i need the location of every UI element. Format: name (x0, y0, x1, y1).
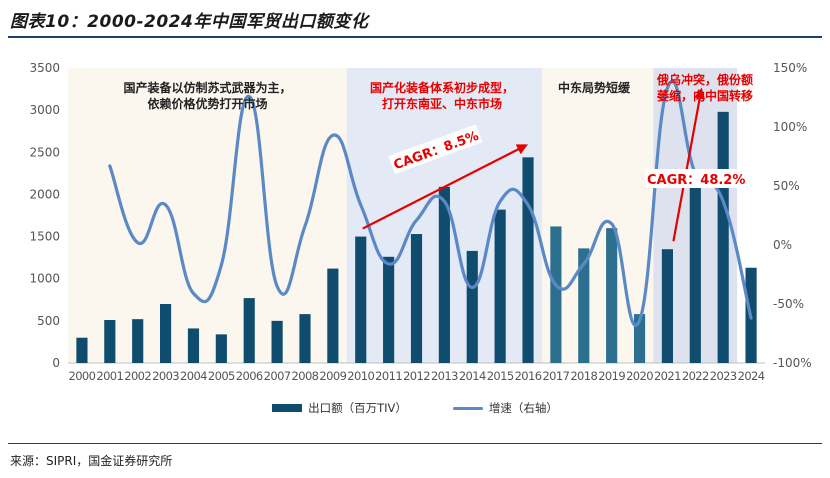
cagr-label-2021-2023: CAGR：48.2% (645, 169, 748, 188)
right-axis-tick-label: -50% (773, 297, 804, 311)
bar-2000 (76, 337, 88, 363)
legend-bar-swatch (272, 404, 303, 412)
right-axis-tick-label: 150% (773, 61, 807, 75)
x-axis-tick-label: 2024 (738, 369, 765, 383)
x-axis-tick-label: 2014 (459, 369, 486, 383)
region-label-line: 国产化装备体系初步成型， (369, 81, 514, 95)
cagr-arrow-2010-2016 (362, 144, 528, 230)
bar-series (76, 111, 757, 363)
cagr-arrow-2021-2023 (672, 87, 706, 242)
bar-2018 (578, 248, 590, 363)
x-axis-tick-label: 2021 (654, 369, 681, 383)
legend-line-swatch (452, 406, 483, 410)
x-axis-tick-label: 2003 (152, 369, 179, 383)
bar-2017 (550, 226, 562, 363)
region-background (68, 68, 347, 363)
bar-2002 (132, 319, 144, 363)
x-axis-tick-label: 2008 (292, 369, 319, 383)
right-axis-tick-label: 100% (773, 120, 807, 134)
x-axis-tick-label: 2005 (208, 369, 235, 383)
x-axis-tick-label: 2019 (598, 369, 625, 383)
x-axis-tick-label: 2013 (431, 369, 458, 383)
bar-2023 (717, 111, 729, 363)
bar-2012 (410, 234, 423, 363)
x-axis-tick-label: 2017 (542, 369, 569, 383)
left-axis-tick-label: 2500 (29, 145, 60, 159)
source-divider (8, 443, 822, 444)
left-axis-tick-label: 3000 (29, 103, 60, 117)
bar-2014 (466, 250, 478, 363)
region-label-domestic: 国产化装备体系初步成型， 打开东南亚、中东市场 (346, 80, 538, 112)
x-axis-tick-label: 2022 (682, 369, 709, 383)
bar-2010 (355, 236, 367, 363)
x-axis-tick-label: 2009 (319, 369, 346, 383)
region-label-line: 萎缩，向中国转移 (656, 89, 753, 103)
bar-2021 (661, 249, 673, 363)
bar-2019 (606, 228, 618, 363)
chart-legend: 出口额（百万TIV） 增速（右轴） (0, 400, 830, 416)
x-axis-tick-label: 2010 (347, 369, 374, 383)
x-axis-tick-label: 2007 (264, 369, 291, 383)
right-axis-tick-label: -100% (773, 356, 812, 370)
bar-2005 (215, 334, 227, 363)
left-axis-tick-label: 1000 (29, 272, 60, 286)
bar-2004 (187, 328, 200, 363)
x-axis-tick-label: 2015 (487, 369, 514, 383)
growth-line (108, 79, 753, 327)
bar-2020 (633, 314, 646, 363)
bar-2013 (438, 186, 450, 363)
x-axis-tick-label: 2012 (403, 369, 430, 383)
right-axis-tick-label: 0% (773, 238, 792, 252)
bar-2015 (494, 209, 506, 363)
x-axis-tick-label: 2001 (96, 369, 123, 383)
bar-2006 (243, 298, 255, 363)
bar-2008 (299, 314, 311, 363)
left-axis-tick-label: 1500 (29, 230, 60, 244)
legend-item-bar: 出口额（百万TIV） (272, 400, 407, 416)
bar-2009 (327, 268, 339, 363)
chart-canvas: 0 500 1000 1500 2000 2500 3000 3500 -100% -50% 0% 5… (29, 61, 811, 383)
x-axis-tick-label: 2004 (180, 369, 207, 383)
x-axis-tick-label: 2000 (69, 369, 96, 383)
region-label-line: 打开东南亚、中东市场 (381, 97, 502, 111)
region-label-imitation: 国产装备以仿制苏式武器为主， 依赖价格优势打开市场 (70, 80, 345, 112)
source-note: 来源：SIPRI，国金证券研究所 (10, 454, 173, 468)
region-label-line: 依赖价格优势打开市场 (147, 97, 268, 111)
left-axis-tick-label: 3500 (29, 61, 60, 75)
bar-2007 (271, 320, 283, 363)
left-axis-tick-label: 0 (52, 356, 60, 370)
x-axis-tick-label: 2002 (124, 369, 151, 383)
title-divider (8, 36, 822, 38)
right-axis-tick-label: 50% (773, 179, 800, 193)
chart-title: 图表10：2000-2024年中国军贸出口额变化 (10, 12, 369, 32)
region-label-middle-east: 中东局势短缓 (539, 80, 649, 96)
legend-line-label: 增速（右轴） (488, 401, 558, 415)
legend-item-line: 增速（右轴） (452, 400, 558, 416)
bar-2022 (689, 179, 701, 363)
x-axis-tick-label: 2016 (515, 369, 542, 383)
left-axis-tick-label: 500 (37, 314, 60, 328)
region-label-line: 国产装备以仿制苏式武器为主， (123, 81, 292, 95)
bar-2003 (160, 304, 172, 363)
bar-2011 (383, 256, 395, 363)
bar-2016 (522, 157, 534, 363)
line-series (108, 79, 753, 327)
x-axis-tick-label: 2006 (236, 369, 263, 383)
x-axis-tick-label: 2020 (626, 369, 653, 383)
x-axis-tick-label: 2011 (375, 369, 402, 383)
left-axis-tick-label: 2000 (29, 187, 60, 201)
bar-2001 (104, 320, 116, 363)
region-label-line: 中东局势短缓 (557, 81, 630, 95)
axes: 0 500 1000 1500 2000 2500 3000 3500 -100% -50% 0% 5… (29, 61, 811, 383)
legend-bar-label: 出口额（百万TIV） (308, 401, 407, 415)
region-label-russia-ukraine: 俄乌冲突，俄份额 萎缩，向中国转移 (645, 72, 765, 104)
x-axis-tick-label: 2023 (710, 369, 737, 383)
x-axis-tick-label: 2018 (570, 369, 597, 383)
region-label-line: 俄乌冲突，俄份额 (656, 73, 753, 87)
cagr-arrows (362, 87, 706, 242)
